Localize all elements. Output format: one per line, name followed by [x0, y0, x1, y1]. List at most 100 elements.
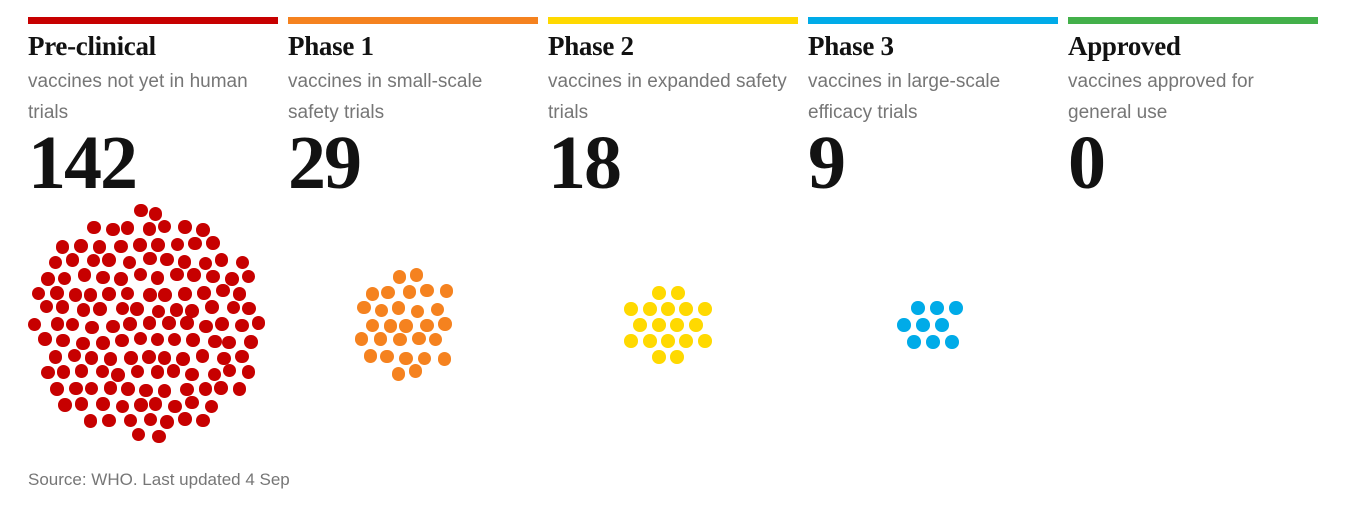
vaccine-dot: [698, 302, 712, 316]
vaccine-dot: [143, 412, 158, 426]
dot-cluster: [808, 202, 1058, 464]
vaccine-dot: [393, 332, 407, 347]
vaccine-dot: [679, 334, 693, 348]
phase-color-rule: [28, 17, 278, 24]
phase-column-approved: Approved vaccines approved for general u…: [1068, 17, 1318, 464]
vaccine-dot: [222, 363, 237, 378]
vaccine-dot: [206, 236, 220, 250]
vaccine-dot: [130, 364, 145, 379]
vaccine-dot: [643, 302, 657, 316]
vaccine-dot: [374, 303, 389, 318]
vaccine-dot: [130, 302, 144, 316]
vaccine-dot: [150, 332, 165, 347]
vaccine-dot: [55, 300, 70, 314]
vaccine-dot: [56, 365, 71, 379]
vaccine-dot: [160, 415, 174, 429]
vaccine-dot: [58, 398, 72, 412]
vaccine-dot: [439, 284, 454, 298]
vaccine-dot: [102, 253, 116, 267]
vaccine-dot: [162, 316, 176, 330]
vaccine-dot: [195, 349, 210, 363]
vaccine-dot: [76, 303, 91, 317]
vaccine-dot: [897, 318, 911, 332]
vaccine-dot: [160, 252, 174, 267]
vaccine-dot: [180, 382, 194, 397]
vaccine-dot: [65, 253, 80, 267]
vaccine-dot: [115, 333, 129, 348]
vaccine-dot: [373, 332, 388, 346]
vaccine-dot: [111, 368, 125, 382]
vaccine-dot: [157, 351, 172, 365]
vaccine-dot: [74, 364, 89, 378]
vaccine-dot: [133, 238, 147, 252]
vaccine-dot: [131, 427, 146, 442]
vaccine-dot: [222, 335, 236, 350]
phase-count: 0: [1068, 121, 1106, 205]
vaccine-dot: [74, 239, 88, 253]
vaccine-dot: [123, 317, 137, 331]
vaccine-dot: [217, 351, 231, 366]
vaccine-dot: [380, 349, 394, 364]
vaccine-dot: [185, 395, 199, 410]
vaccine-dot: [225, 272, 239, 286]
vaccine-dot: [169, 303, 184, 317]
vaccine-dot: [69, 381, 83, 396]
phase-description: vaccines in expanded safety trials: [548, 71, 787, 123]
vaccine-dot: [670, 318, 684, 332]
vaccine-dot: [363, 349, 378, 363]
vaccine-dot: [143, 251, 157, 266]
vaccine-dot: [392, 270, 407, 284]
phase-column-phase1: Phase 1 vaccines in small-scale safety t…: [288, 17, 538, 464]
vaccine-dot: [354, 332, 369, 346]
vaccine-dot: [68, 288, 83, 302]
vaccine-dot: [428, 332, 443, 347]
vaccine-dot: [198, 256, 213, 271]
vaccine-dot: [437, 352, 452, 366]
vaccine-dot: [242, 301, 256, 316]
vaccine-dot: [151, 238, 165, 252]
vaccine-dot: [916, 318, 930, 332]
vaccine-dot: [152, 429, 166, 444]
vaccine-dot: [911, 301, 925, 315]
vaccine-dot: [652, 350, 666, 364]
phase-count: 18: [548, 121, 622, 205]
vaccine-dot: [55, 240, 70, 254]
vaccine-dot: [671, 286, 685, 300]
vaccine-dot: [198, 382, 213, 396]
phase-title: Phase 1: [288, 31, 374, 61]
vaccine-dot: [661, 302, 675, 316]
vaccine-dot: [399, 319, 413, 333]
vaccine-dot: [41, 272, 55, 286]
vaccine-dot: [124, 351, 138, 365]
dot-cluster: [1068, 202, 1318, 464]
vaccine-dot: [87, 220, 101, 235]
vaccine-dot: [196, 413, 210, 428]
vaccine-dot: [196, 223, 210, 237]
vaccine-dot: [115, 301, 130, 316]
vaccine-dot: [633, 318, 647, 332]
vaccine-dot: [83, 414, 98, 428]
vaccine-dot: [96, 270, 110, 285]
vaccine-dot: [114, 239, 128, 254]
vaccine-dot: [148, 397, 163, 411]
vaccine-dot: [187, 268, 201, 282]
vaccine-dot: [235, 318, 249, 332]
phase-description: vaccines in small-scale safety trials: [288, 71, 483, 123]
vaccine-dot: [215, 317, 229, 331]
vaccine-dot: [134, 203, 148, 218]
vaccine-dot: [399, 351, 413, 366]
vaccine-dot: [150, 271, 165, 285]
vaccine-dot: [166, 364, 181, 378]
vaccine-dot: [74, 397, 89, 411]
phase-count: 142: [28, 121, 138, 205]
vaccine-dot: [185, 304, 199, 318]
phase-color-rule: [808, 17, 1058, 24]
vaccine-dot: [907, 335, 921, 349]
vaccine-dot: [134, 398, 148, 412]
vaccine-dot: [143, 288, 157, 302]
vaccine-dot: [27, 317, 42, 332]
vaccine-dot: [679, 302, 693, 316]
vaccine-dot: [945, 335, 959, 349]
vaccine-dot: [41, 365, 55, 379]
vaccine-dot: [76, 336, 90, 351]
